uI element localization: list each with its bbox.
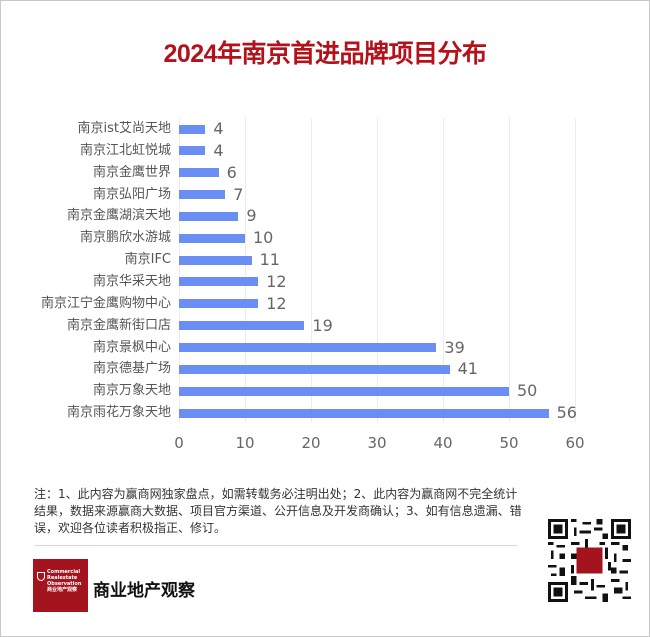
data-label: 41: [457, 359, 478, 379]
gridline-50: [509, 118, 510, 423]
category-label: 南京雨花万象天地: [66, 405, 171, 421]
data-label: 4: [213, 119, 224, 138]
gridline-40: [443, 118, 444, 423]
chart-title: 2024年南京首进品牌项目分布: [163, 40, 487, 68]
category-label: 南京弘阳广场: [92, 186, 171, 202]
data-label: 6: [226, 162, 237, 182]
logo-line: 商业地产观察: [47, 587, 78, 593]
gridline-60: [575, 118, 576, 423]
logo-line: Observation: [47, 581, 82, 587]
x-tick: 40: [433, 434, 453, 452]
shield-icon: [37, 572, 45, 581]
data-label: 4: [213, 140, 224, 160]
data-label: 9: [246, 206, 257, 226]
category-label: 南京万象天地: [92, 383, 171, 399]
data-label: 56: [556, 403, 577, 423]
x-tick: 10: [235, 434, 255, 452]
data-label: 10: [253, 228, 274, 248]
gridline-20: [311, 118, 312, 423]
category-label: 南京IFC: [124, 252, 171, 268]
bar: [179, 408, 549, 418]
bar-chart: 南京ist艾尚天地 4 南京江北虹悦城 4 南京金鹰世界 6 南京弘阳广场 7 南京金鹰湖滨天地…: [40, 118, 585, 452]
bar: [179, 299, 259, 309]
gridline-0: [179, 118, 180, 423]
category-label: 南京金鹰世界: [92, 164, 171, 180]
bar: [179, 386, 509, 396]
category-label: 南京金鹰新街口店: [66, 317, 171, 333]
brand-logo: Commercial Realestate Observation 商业地产观察: [33, 559, 88, 612]
data-label: 7: [233, 184, 244, 204]
category-label: 南京华采天地: [92, 273, 171, 289]
data-label: 11: [259, 250, 280, 270]
data-label: 39: [444, 337, 465, 357]
x-tick: 50: [499, 434, 519, 452]
category-label: 南京ist艾尚天地: [77, 121, 171, 136]
x-tick: 20: [301, 434, 321, 452]
brand-name: 商业地产观察: [93, 581, 195, 601]
logo-line: Realestate: [47, 575, 78, 581]
category-label: 南京江北虹悦城: [79, 142, 171, 158]
footnote: 注：1、此内容为赢商网独家盘点，如需转载务必注明出处；2、此内容为赢商网不完全统…: [34, 487, 522, 535]
gridline-10: [245, 118, 246, 423]
data-label: 12: [266, 271, 287, 291]
gridline-30: [377, 118, 378, 423]
data-label: 12: [266, 293, 287, 313]
x-tick: 0: [174, 434, 184, 452]
category-label: 南京金鹰湖滨天地: [66, 208, 171, 224]
qr-code-icon: [548, 519, 631, 602]
logo-line: Commercial: [47, 569, 81, 575]
bar: [179, 343, 437, 352]
bar: [179, 124, 206, 134]
bar: [179, 321, 305, 331]
category-label: 南京景枫中心: [92, 339, 171, 355]
footer-divider: [34, 545, 518, 546]
x-tick: 30: [367, 434, 387, 452]
category-label: 南京鹏欣水游城: [79, 230, 171, 246]
bar: [179, 233, 245, 243]
bar: [179, 190, 226, 200]
data-label: 50: [517, 381, 538, 401]
x-tick: 60: [565, 434, 585, 452]
category-label: 南京江宁金鹰购物中心: [40, 295, 171, 311]
bar: [179, 168, 219, 178]
data-label: 19: [312, 315, 333, 335]
bar: [179, 211, 239, 221]
bar: [179, 364, 450, 374]
category-label: 南京德基广场: [92, 361, 171, 377]
bar: [179, 255, 252, 265]
bar: [179, 146, 206, 156]
bar: [179, 277, 259, 287]
